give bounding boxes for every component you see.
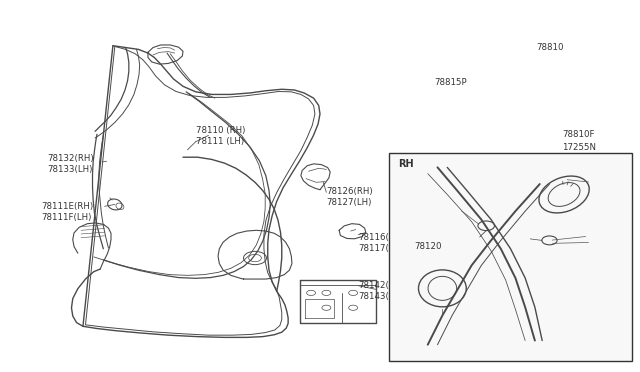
Text: 78810: 78810 [537,43,564,52]
Text: 78111E(RH): 78111E(RH) [41,202,93,211]
Text: 78126(RH): 78126(RH) [326,187,373,196]
Text: 78111F(LH): 78111F(LH) [41,213,92,222]
Text: ^780*007: ^780*007 [577,352,620,361]
Text: 78110 (RH): 78110 (RH) [196,126,245,135]
Text: 78120: 78120 [414,243,442,251]
Text: 78132(RH): 78132(RH) [47,154,94,163]
Text: 78143(LH): 78143(LH) [358,292,404,301]
Text: 17255N: 17255N [562,143,596,152]
Text: 78133(LH): 78133(LH) [47,165,93,174]
Text: 78111 (LH): 78111 (LH) [196,137,244,146]
Text: 78116(RH): 78116(RH) [358,233,405,242]
FancyBboxPatch shape [389,153,632,361]
Text: 78142(RH): 78142(RH) [358,281,405,290]
Text: 78127(LH): 78127(LH) [326,198,372,207]
Text: 78815P: 78815P [435,78,467,87]
Text: RH: RH [397,159,413,169]
Text: 78117(LH): 78117(LH) [358,244,404,253]
Text: 78810F: 78810F [562,130,595,139]
